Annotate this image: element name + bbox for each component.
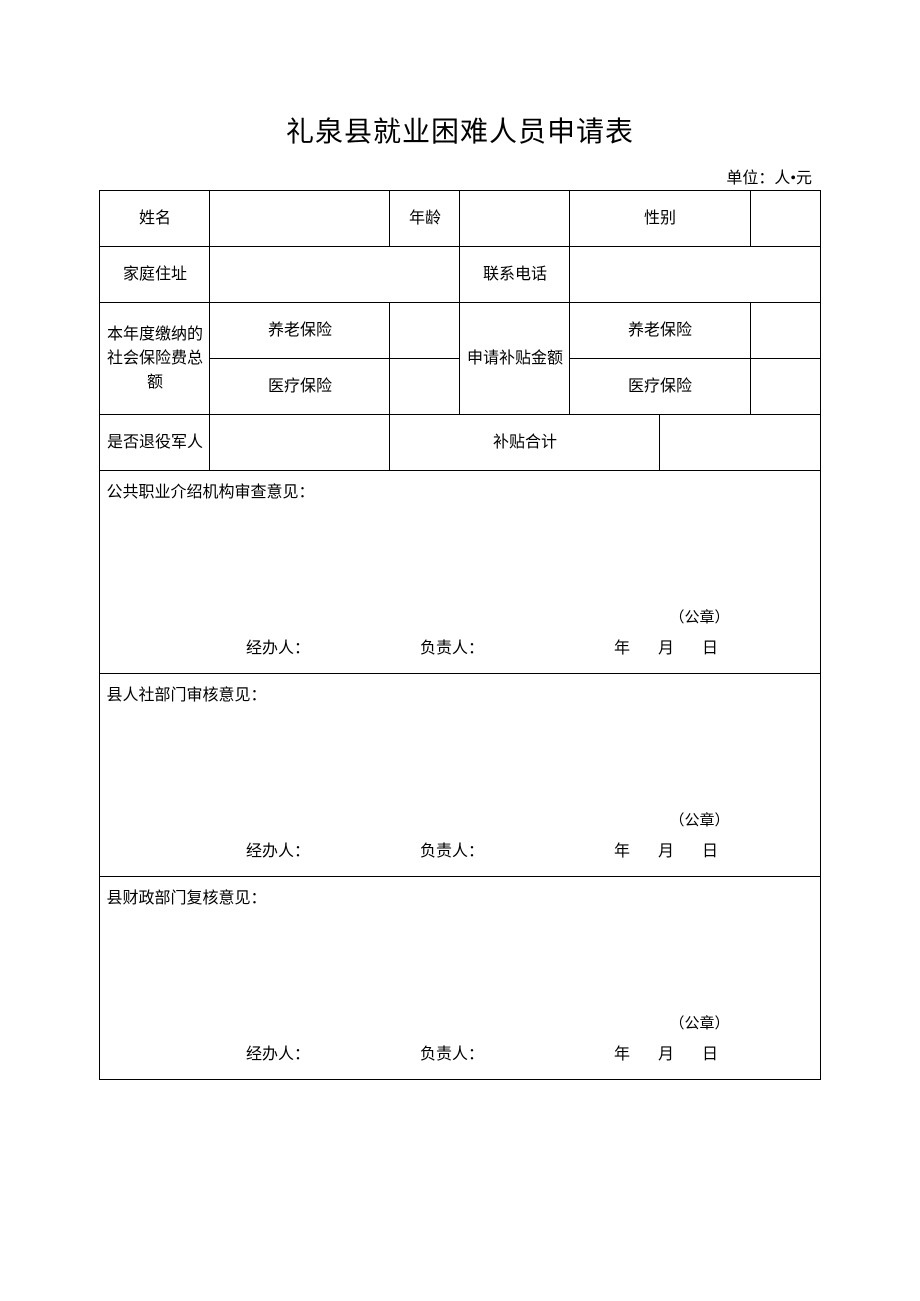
pension-subsidy-label: 养老保险 — [570, 303, 750, 359]
veteran-label: 是否退役军人 — [100, 415, 210, 471]
page-title: 礼泉县就业困难人员申请表 — [0, 110, 920, 150]
subsidy-request-label: 申请补贴金额 — [460, 303, 570, 415]
opinion2-manager-label: 负责人： — [420, 840, 610, 864]
address-label: 家庭住址 — [100, 247, 210, 303]
pension-paid-label: 养老保险 — [210, 303, 390, 359]
opinion2-title: 县人社部门审核意见： — [106, 684, 266, 708]
medical-subsidy-label: 医疗保险 — [570, 359, 750, 415]
opinion-block-hrss[interactable]: 县人社部门审核意见： （公章） 经办人： 负责人： 年月日 — [100, 674, 820, 877]
medical-subsidy-value[interactable] — [750, 359, 820, 415]
phone-label: 联系电话 — [460, 247, 570, 303]
medical-paid-value[interactable] — [390, 359, 460, 415]
opinion3-manager-label: 负责人： — [420, 1043, 610, 1067]
opinion1-seal: （公章） — [669, 607, 729, 630]
phone-value[interactable] — [570, 247, 820, 303]
subsidy-total-value[interactable] — [660, 415, 820, 471]
opinion3-title: 县财政部门复核意见： — [106, 887, 266, 911]
age-label: 年龄 — [390, 191, 460, 247]
opinion2-seal: （公章） — [669, 810, 729, 833]
opinion1-date: 年月日 — [614, 637, 814, 661]
gender-label: 性别 — [570, 191, 750, 247]
opinion1-title: 公共职业介绍机构审查意见： — [106, 481, 314, 505]
gender-value[interactable] — [750, 191, 820, 247]
pension-subsidy-value[interactable] — [750, 303, 820, 359]
opinion2-date: 年月日 — [614, 840, 814, 864]
paid-total-label: 本年度缴纳的社会保险费总额 — [100, 303, 210, 415]
opinion-block-agency[interactable]: 公共职业介绍机构审查意见： （公章） 经办人： 负责人： 年月日 — [100, 471, 820, 674]
age-value[interactable] — [460, 191, 570, 247]
opinion2-handler-label: 经办人： — [246, 840, 416, 864]
pension-paid-value[interactable] — [390, 303, 460, 359]
name-value[interactable] — [210, 191, 390, 247]
opinion3-seal: （公章） — [669, 1013, 729, 1036]
opinion1-manager-label: 负责人： — [420, 637, 610, 661]
opinion1-sign-line: 经办人： 负责人： 年月日 — [100, 637, 819, 661]
application-form-table: 姓名 年龄 性别 家庭住址 联系电话 本年度缴纳的社会保险费总额 养老保险 申请… — [99, 190, 820, 1080]
medical-paid-label: 医疗保险 — [210, 359, 390, 415]
address-value[interactable] — [210, 247, 460, 303]
subsidy-total-label: 补贴合计 — [390, 415, 660, 471]
opinion3-sign-line: 经办人： 负责人： 年月日 — [100, 1043, 819, 1067]
veteran-value[interactable] — [210, 415, 390, 471]
opinion1-handler-label: 经办人： — [246, 637, 416, 661]
opinion-block-finance[interactable]: 县财政部门复核意见： （公章） 经办人： 负责人： 年月日 — [100, 877, 820, 1080]
opinion3-date: 年月日 — [614, 1043, 814, 1067]
name-label: 姓名 — [100, 191, 210, 247]
opinion3-handler-label: 经办人： — [246, 1043, 416, 1067]
opinion2-sign-line: 经办人： 负责人： 年月日 — [100, 840, 819, 864]
unit-label: 单位：人•元 — [100, 164, 820, 188]
